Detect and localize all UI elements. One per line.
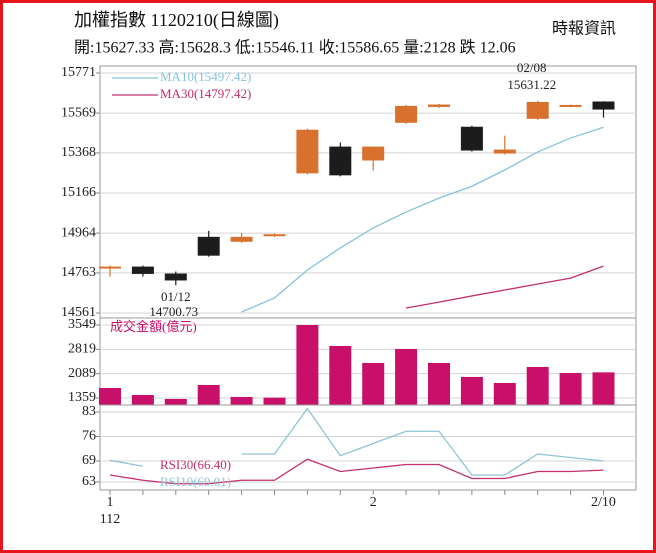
volume-bar: [197, 384, 220, 405]
y-tick-label: 2089: [68, 366, 96, 381]
legend-label: RSI10(69.01): [160, 474, 231, 489]
y-tick-label: 14964: [61, 225, 96, 240]
y-tick-label: 15368: [61, 145, 96, 160]
rsi-line: [109, 407, 604, 476]
volume-bar: [559, 372, 582, 405]
candle-body: [263, 234, 286, 237]
volume-bar: [230, 396, 253, 405]
x-tick-label: 1: [107, 495, 114, 510]
legend-label: RSI30(66.40): [160, 457, 231, 472]
volume-bar: [164, 398, 187, 405]
volume-bar: [329, 345, 352, 405]
panel-label: 成交金額(億元): [110, 319, 197, 334]
y-tick-label: 15771: [61, 65, 96, 80]
legend-label: MA10(15497.42): [160, 69, 251, 84]
candle-body: [493, 149, 516, 154]
candle-body: [329, 146, 352, 176]
volume-bar: [263, 397, 286, 405]
y-tick-label: 15166: [61, 185, 96, 200]
candle-body: [164, 273, 187, 281]
candle-body: [131, 266, 154, 274]
chart-title: 加權指數 1120210(日線圖): [74, 10, 279, 31]
annotation: 14700.73: [149, 304, 198, 319]
ma-line: [241, 126, 604, 313]
annotation: 02/08: [517, 60, 547, 75]
y-tick-label: 76: [82, 429, 96, 444]
candle-body: [230, 236, 253, 242]
volume-bar: [99, 387, 121, 405]
y-tick-label: 15569: [61, 105, 96, 120]
y-tick-label: 14561: [61, 305, 96, 320]
candle-body: [428, 104, 450, 107]
x-tick-label: 2: [370, 495, 377, 510]
plot-area: [109, 407, 604, 485]
legend-label: MA30(14797.42): [160, 86, 251, 101]
candle-body: [99, 266, 121, 269]
panel: [99, 404, 637, 491]
volume-bar: [362, 362, 385, 405]
volume-bar: [526, 366, 549, 405]
plot-area: [241, 126, 604, 313]
volume-bar: [460, 376, 483, 405]
y-tick-label: 69: [82, 453, 96, 468]
ma-line: [405, 265, 604, 309]
y-tick-label: 2819: [68, 342, 96, 357]
candle-body: [592, 101, 615, 110]
volume-bar: [131, 394, 154, 405]
candle-body: [362, 146, 385, 161]
annotation: 01/12: [161, 289, 191, 304]
y-tick-label: 63: [82, 474, 96, 489]
candle-body: [559, 104, 582, 107]
x-tick-label: 2/10: [591, 495, 616, 510]
volume-bar: [395, 348, 418, 405]
y-tick-label: 83: [82, 404, 96, 419]
candle-body: [526, 101, 549, 119]
y-tick-label: 1359: [68, 390, 96, 405]
ohlc-info: 開:15627.33 高:15628.3 低:15546.11 收:15586.…: [74, 39, 516, 57]
volume-bar: [296, 325, 319, 405]
annotation: 15631.22: [507, 77, 556, 92]
y-tick-label: 3549: [68, 317, 96, 332]
volume-bar: [493, 382, 516, 405]
candle-body: [197, 236, 220, 256]
y-tick-label: 14763: [61, 265, 96, 280]
candle-body: [395, 105, 418, 123]
volume-bar: [592, 372, 615, 405]
rsi-line: [109, 458, 604, 485]
x-sub-label: 112: [100, 512, 120, 527]
candle-body: [296, 129, 319, 174]
volume-bar: [428, 362, 450, 405]
source: 時報資訊: [552, 20, 616, 38]
candle-body: [460, 126, 483, 151]
